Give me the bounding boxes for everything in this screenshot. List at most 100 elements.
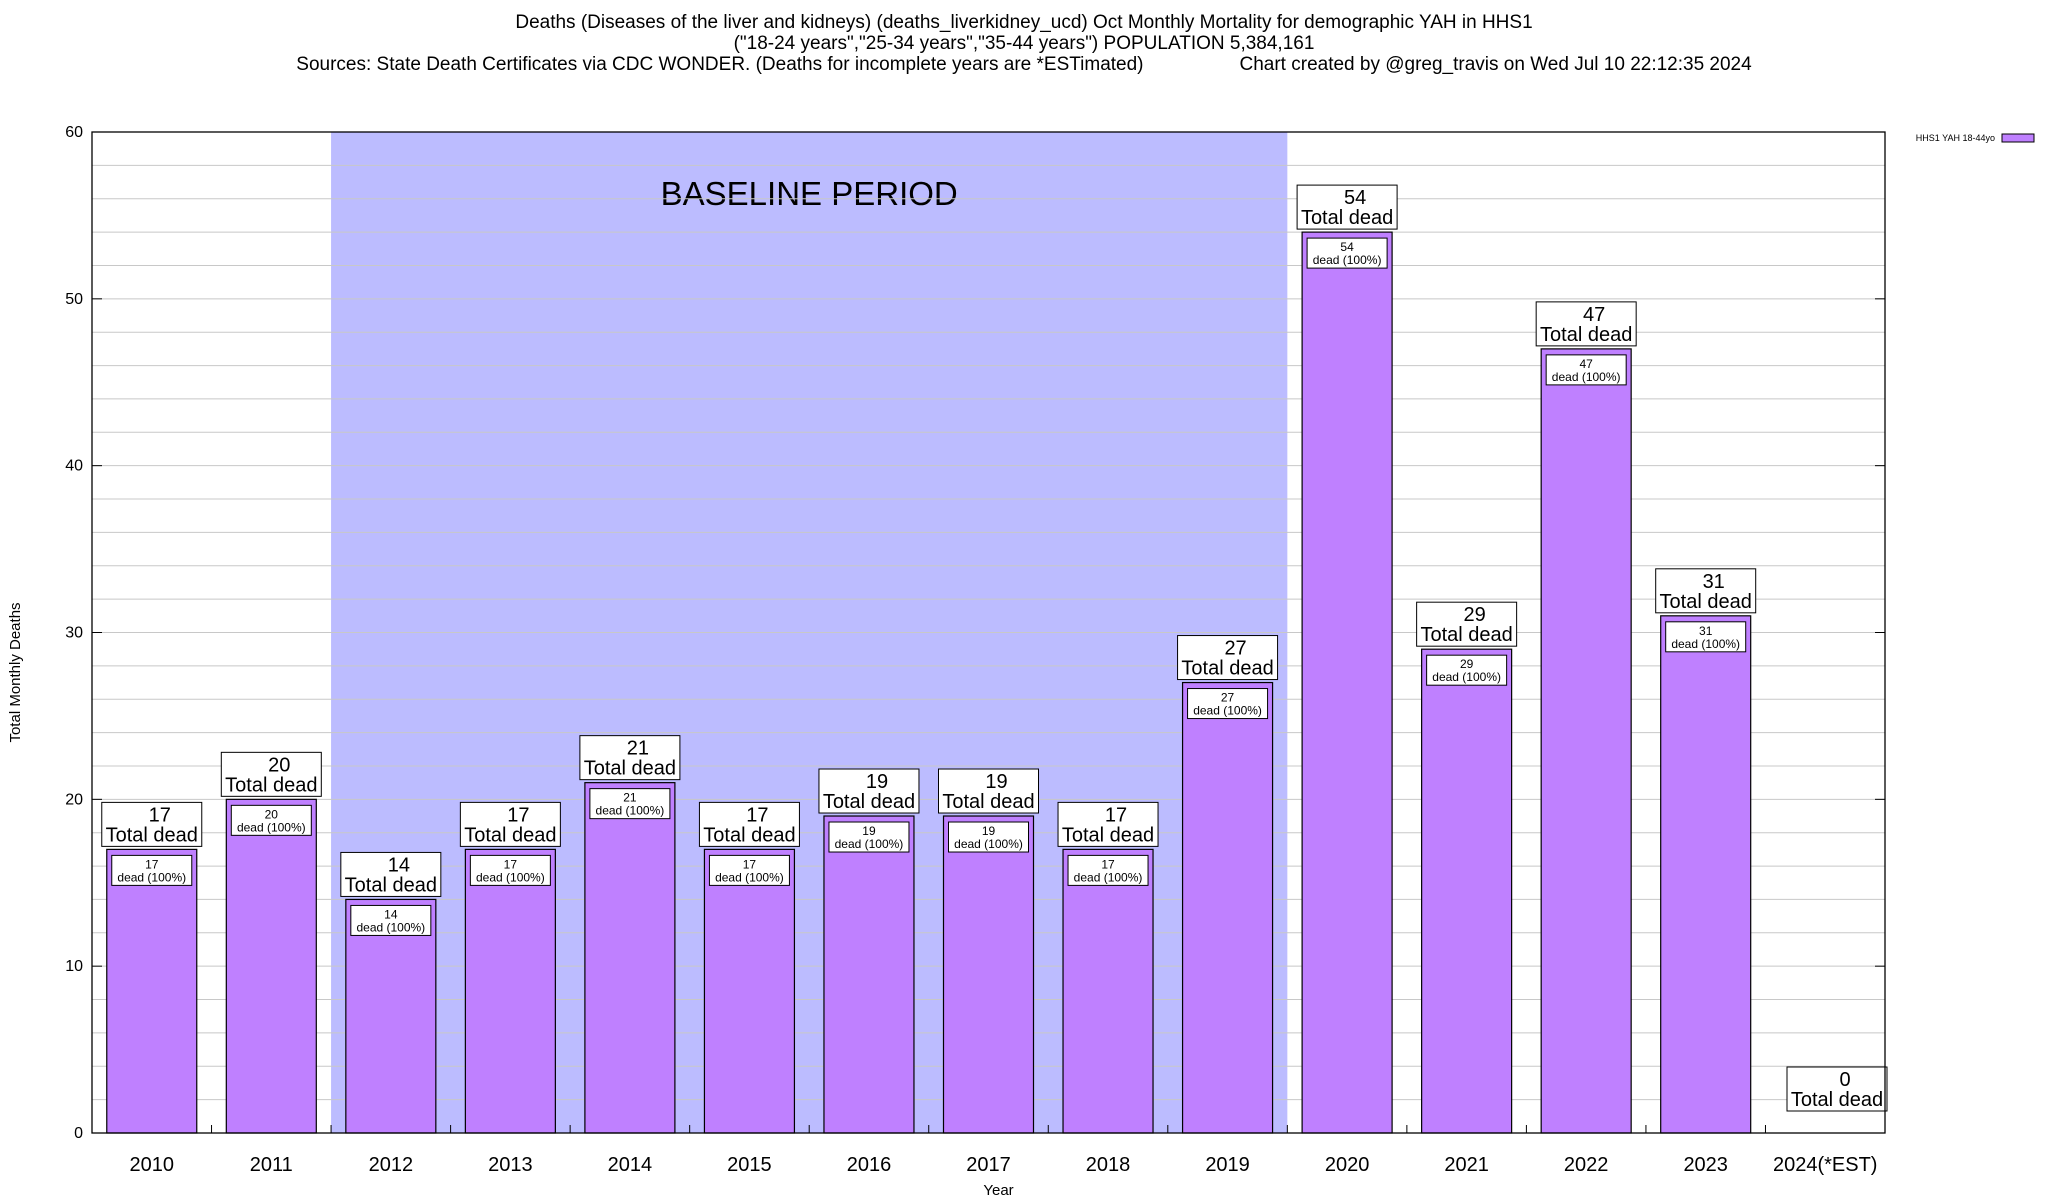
chart-title-block: Deaths (Diseases of the liver and kidney… — [0, 12, 2048, 75]
bar-total-value: 54 — [1344, 187, 1366, 209]
y-tick-label: 0 — [74, 1125, 83, 1142]
bar-inner-label-box — [230, 804, 312, 836]
bar — [584, 782, 676, 1134]
bar-inner-label-box — [1545, 354, 1627, 386]
bar-inner-label-box — [1426, 654, 1508, 686]
bar-total-value: 17 — [746, 804, 768, 826]
bar-inner-value: 20 — [265, 807, 279, 821]
bar-inner-value: 27 — [1221, 691, 1235, 705]
bar — [1540, 348, 1632, 1134]
bar-total-label-box — [340, 851, 442, 897]
chart-title-line-3: Sources: State Death Certificates via CD… — [0, 54, 2048, 75]
x-tick-label: 2011 — [250, 1154, 293, 1176]
bar-inner-text: dead (100%) — [1552, 370, 1621, 384]
bar-total-value: 27 — [1224, 638, 1246, 660]
bar-inner-value: 19 — [982, 824, 996, 838]
bar-inner-text: dead (100%) — [1193, 704, 1262, 718]
bar-inner-text: dead (100%) — [237, 820, 306, 834]
bar-inner-text: dead (100%) — [117, 870, 186, 884]
bar-total-label-box — [579, 735, 681, 781]
bar-inner-text: dead (100%) — [1671, 637, 1740, 651]
axes-layer: 2010 2011 2012 2013 2014 2015 2016 2017 2018 2019… — [7, 124, 1886, 1199]
bar — [345, 898, 437, 1134]
bar-inner-label-box — [111, 854, 193, 886]
bar-total-value: 29 — [1464, 604, 1486, 626]
x-axis-title: Year — [983, 1182, 1013, 1199]
bar-total-label-box — [1786, 1066, 1888, 1112]
bar-inner-text: dead (100%) — [596, 804, 665, 818]
bar-inner-text: dead (100%) — [715, 870, 784, 884]
bar-total-value: 47 — [1583, 304, 1605, 326]
bar-total-value: 19 — [985, 771, 1007, 793]
bar-inner-label-box — [350, 904, 432, 936]
bar-inner-value: 19 — [862, 824, 876, 838]
bar-inner-label-box — [589, 788, 671, 820]
bar-inner-label-box — [1665, 621, 1747, 653]
bar — [942, 815, 1035, 1134]
chart-title-line-1: Deaths (Diseases of the liver and kidney… — [515, 12, 1533, 33]
bar-inner-text: dead (100%) — [356, 920, 425, 934]
bar-total-value: 17 — [507, 804, 529, 826]
bar — [1421, 648, 1513, 1134]
legend: HHS1 YAH 18-44yo — [1916, 133, 2035, 143]
x-tick-label: 2010 — [130, 1154, 175, 1176]
bar-inner-label-box — [948, 821, 1029, 853]
y-tick-label: 20 — [65, 791, 83, 808]
bar-inner-text: dead (100%) — [835, 837, 904, 851]
bar-total-text: Total dead — [225, 774, 317, 796]
bar-inner-value: 47 — [1579, 357, 1593, 371]
bar — [703, 848, 796, 1134]
x-tick-label: 2014 — [608, 1154, 653, 1176]
bar-total-label-box — [698, 801, 800, 847]
y-tick-label: 30 — [65, 625, 83, 642]
bar-total-value: 19 — [866, 771, 888, 793]
bar — [106, 848, 198, 1134]
bar — [823, 815, 915, 1134]
bar-total-text: Total dead — [1062, 824, 1154, 846]
bar-total-label-box — [101, 801, 203, 847]
bar-total-label-box — [818, 768, 920, 814]
bar-inner-label-box — [1067, 854, 1149, 886]
bar-total-label-box — [1416, 601, 1518, 647]
bar — [1062, 848, 1154, 1134]
x-tick-label: 2012 — [369, 1154, 414, 1176]
bar-inner-value: 14 — [384, 907, 398, 921]
bar-inner-value: 21 — [623, 791, 637, 805]
y-tick-label: 10 — [65, 958, 83, 975]
bar-inner-label-box — [1306, 237, 1388, 269]
y-tick-label: 40 — [65, 458, 83, 475]
bar-total-value: 17 — [1105, 804, 1127, 826]
bar-total-text: Total dead — [942, 791, 1034, 813]
bar-total-text: Total dead — [106, 824, 198, 846]
chart-title-line-2: ("18-24 years","25-34 years","35-44 year… — [733, 33, 1315, 54]
bar-total-text: Total dead — [345, 874, 437, 896]
bar — [464, 848, 556, 1134]
bar-total-label-box — [1296, 184, 1398, 230]
bar-total-label-box — [1177, 635, 1279, 681]
bar — [1181, 681, 1274, 1134]
bar-inner-label-box — [1187, 688, 1269, 720]
x-tick-label: 2016 — [847, 1154, 892, 1176]
y-tick-label: 50 — [65, 291, 83, 308]
chart-source-text: Sources: State Death Certificates via CD… — [296, 54, 1144, 75]
x-tick-label: 2020 — [1325, 1154, 1370, 1176]
bar-inner-text: dead (100%) — [1074, 870, 1143, 884]
bar-total-text: Total dead — [1791, 1089, 1883, 1111]
chart-credit-text: Chart created by @greg_travis on Wed Jul… — [1239, 54, 1752, 75]
